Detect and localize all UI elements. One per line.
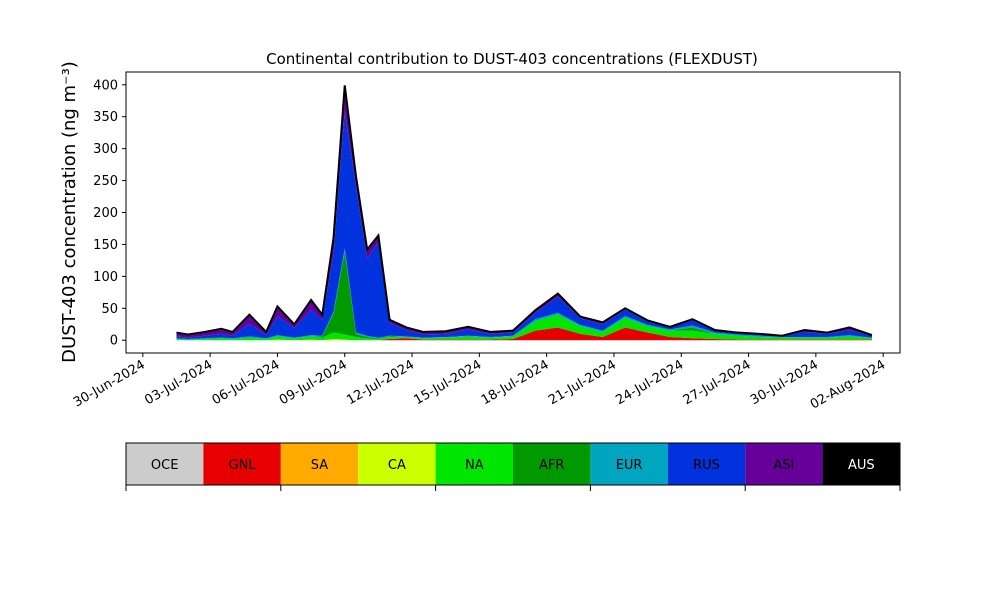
legend-colorbar: OCE GNL SA CA NA AFR EUR RUS ASI AUS [125, 442, 901, 491]
chart-title: Continental contribution to DUST-403 con… [266, 50, 758, 68]
area-afr [176, 251, 872, 340]
colorbar-frame [125, 442, 901, 486]
legend-swatch-afr [513, 443, 591, 485]
legend-label-eur: EUR [616, 458, 643, 473]
y-tick-label: 400 [93, 78, 118, 93]
legend-swatch-ca [358, 443, 436, 485]
y-axis-ticks: 0 50 100 150 200 250 300 350 400 [93, 78, 126, 349]
stacked-areas [176, 85, 872, 341]
legend-label-na: NA [465, 458, 484, 473]
legend-swatch-oce [126, 443, 204, 485]
y-tick-label: 300 [93, 142, 118, 157]
legend-swatch-na [435, 443, 513, 485]
y-tick-label: 50 [101, 302, 118, 317]
area-rus [176, 110, 872, 339]
legend-label-gnl: GNL [229, 458, 257, 473]
y-tick-label: 0 [110, 334, 118, 349]
legend-swatch-asi [745, 443, 823, 485]
y-tick-label: 350 [93, 110, 118, 125]
legend-swatch-rus [667, 443, 746, 485]
y-tick-label: 250 [93, 174, 118, 189]
legend-label-afr: AFR [539, 458, 564, 473]
legend-swatch-aus [822, 443, 900, 485]
area-na [176, 314, 872, 341]
legend-label-oce: OCE [151, 458, 179, 473]
legend-swatch-eur [590, 443, 668, 485]
legend-label-asi: ASI [773, 458, 794, 473]
y-tick-label: 150 [93, 238, 118, 253]
y-tick-label: 100 [93, 270, 118, 285]
y-tick-label: 200 [93, 206, 118, 221]
legend-swatch-gnl [203, 443, 281, 485]
legend-swatch-sa [280, 443, 359, 485]
legend-label-rus: RUS [693, 458, 720, 473]
y-axis-label: DUST-403 concentration (ng m⁻³) [59, 61, 80, 363]
legend-label-ca: CA [388, 458, 406, 473]
area-gnl [176, 327, 872, 341]
total-line [176, 85, 873, 337]
legend-label-sa: SA [311, 458, 328, 473]
legend-label-aus: AUS [848, 458, 875, 473]
